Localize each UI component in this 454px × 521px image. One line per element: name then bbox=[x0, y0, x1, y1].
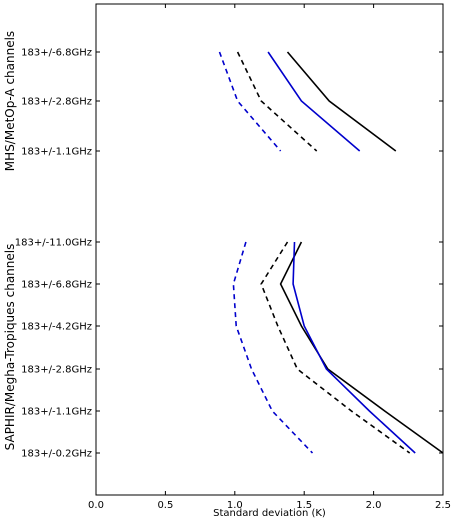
y-tick-label: 183+/-0.2GHz bbox=[21, 449, 92, 460]
y-tick-label: 183+/-11.0GHz bbox=[15, 238, 92, 249]
y-tick-label: 183+/-6.8GHz bbox=[21, 280, 92, 291]
plot-frame bbox=[95, 3, 444, 496]
x-tick-label: 0.5 bbox=[157, 500, 173, 511]
series-line-mhs-1 bbox=[286, 51, 397, 152]
y-tick-label: 183+/-2.8GHz bbox=[21, 97, 92, 108]
x-axis-label: Standard deviation (K) bbox=[213, 508, 326, 519]
x-axis: 0.0 0.5 1.0 1.5 2.0 2.5 bbox=[88, 4, 451, 511]
series-line-saphir-3 bbox=[260, 241, 411, 454]
x-tick-label: 2.5 bbox=[435, 500, 451, 511]
series-line-saphir-1 bbox=[279, 241, 444, 454]
x-tick-label: 2.0 bbox=[366, 500, 382, 511]
y-axis: 183+/-6.8GHz 183+/-2.8GHz 183+/-1.1GHz 183+… bbox=[15, 48, 443, 460]
series-line-saphir-2 bbox=[292, 241, 416, 454]
group-label-saphir: SAPHIR/Megha-Tropiques channels bbox=[3, 244, 17, 451]
y-tick-label: 183+/-1.1GHz bbox=[21, 147, 92, 158]
group-label-mhs: MHS/MetOp-A channels bbox=[3, 31, 17, 171]
series-line-mhs-2 bbox=[267, 51, 361, 152]
x-tick-label: 1.5 bbox=[296, 500, 312, 511]
series-line-mhs-3 bbox=[236, 51, 318, 152]
y-tick-label: 183+/-4.2GHz bbox=[21, 322, 92, 333]
x-tick-label: 1.0 bbox=[227, 500, 243, 511]
y-tick-label: 183+/-6.8GHz bbox=[21, 48, 92, 59]
y-tick-label: 183+/-2.8GHz bbox=[21, 365, 92, 376]
x-tick-label: 0.0 bbox=[88, 500, 104, 511]
series-group bbox=[218, 51, 444, 454]
y-tick-label: 183+/-1.1GHz bbox=[21, 407, 92, 418]
series-line-mhs-4 bbox=[218, 51, 282, 152]
series-line-saphir-4 bbox=[232, 241, 314, 454]
